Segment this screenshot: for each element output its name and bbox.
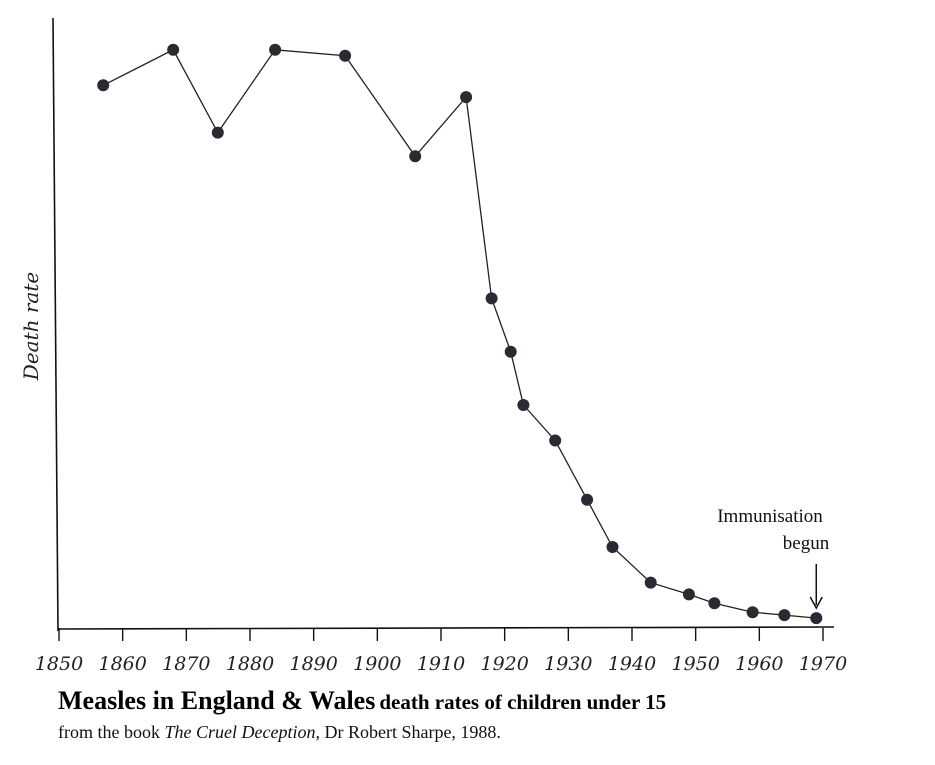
data-point-1942 <box>644 576 657 589</box>
data-point-1932 <box>581 493 594 506</box>
x-tick-label-1920: 1920 <box>480 653 528 675</box>
chart-title-main: Measles in England & Wales <box>58 686 376 715</box>
data-point-1913 <box>460 91 473 104</box>
x-tick-label-1900: 1900 <box>353 653 401 675</box>
data-point-1894 <box>339 49 352 62</box>
measles-chart: 1850 1860 1870 1880 1890 1900 1910 1920 1930 1940… <box>19 17 847 675</box>
data-point-1968 <box>810 612 823 625</box>
chart-subtitle: death rates of children under 15 <box>379 690 667 714</box>
data-point-1867 <box>167 43 180 56</box>
y-axis-label: Death rate <box>19 272 43 381</box>
x-ticks <box>58 628 824 641</box>
data-point-1883 <box>269 43 282 56</box>
data-point-1917 <box>485 292 498 305</box>
annotation-immunisation: Immunisation begun <box>717 506 830 610</box>
annotation-arrow-head <box>809 596 823 610</box>
y-axis <box>52 17 59 632</box>
data-point-1952 <box>708 597 721 610</box>
x-tick-label-1950: 1950 <box>671 653 719 675</box>
annotation-text-line1: Immunisation <box>717 506 823 527</box>
data-point-1922 <box>517 399 530 411</box>
x-tick-label-1940: 1940 <box>608 653 656 675</box>
x-tick-label-1890: 1890 <box>289 653 337 675</box>
x-tick-label-1880: 1880 <box>226 653 274 675</box>
data-point-1963 <box>778 609 791 622</box>
chart-caption: Measles in England & Wales death rates o… <box>58 686 918 743</box>
series-line <box>102 48 817 619</box>
data-point-1920 <box>504 345 517 358</box>
x-tick-label-1850: 1850 <box>35 653 83 675</box>
source-suffix: Dr Robert Sharpe, 1988. <box>324 722 501 742</box>
chart-title: Measles in England & Wales death rates o… <box>58 686 918 716</box>
data-point-1874 <box>211 126 224 139</box>
x-tick-label-1910: 1910 <box>417 653 465 675</box>
source-book-title: The Cruel Deception, <box>164 722 320 742</box>
data-point-1856 <box>97 79 110 92</box>
x-tick-label-1970: 1970 <box>799 653 847 675</box>
data-point-1948 <box>682 588 695 601</box>
data-point-1936 <box>606 541 619 553</box>
x-tick-labels: 1850 1860 1870 1880 1890 1900 1910 1920 1930 1940… <box>35 653 847 675</box>
data-point-1927 <box>549 434 562 447</box>
chart-source: from the book The Cruel Deception, Dr Ro… <box>58 722 918 743</box>
data-point-1958 <box>746 606 759 619</box>
data-point-1905 <box>409 150 422 163</box>
source-prefix: from the book <box>58 722 160 742</box>
x-axis <box>57 626 835 630</box>
x-tick-label-1930: 1930 <box>544 653 592 675</box>
x-tick-label-1860: 1860 <box>98 653 146 675</box>
data-points <box>97 43 823 625</box>
x-tick-label-1870: 1870 <box>162 653 210 675</box>
x-tick-label-1960: 1960 <box>735 653 783 675</box>
annotation-text-line2: begun <box>783 533 830 554</box>
